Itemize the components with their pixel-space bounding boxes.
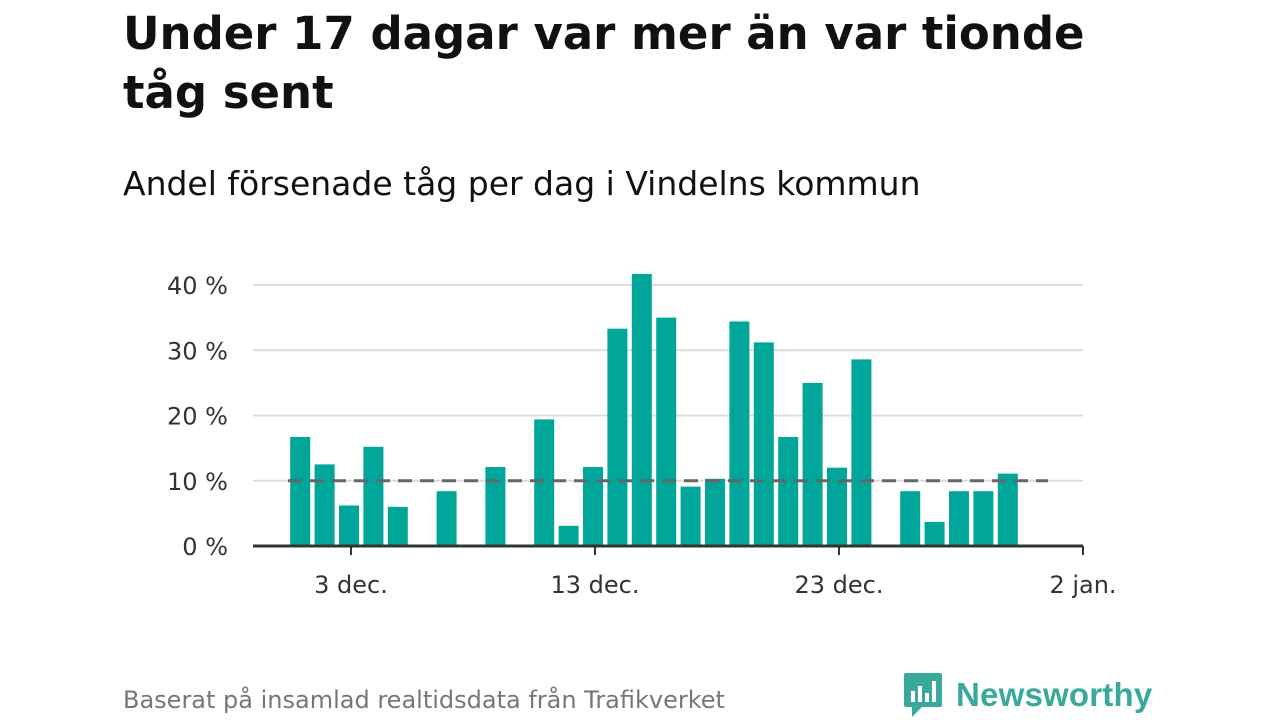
bars [290, 273, 1018, 546]
source-note: Baserat på insamlad realtidsdata från Tr… [123, 686, 725, 714]
bar [534, 419, 555, 546]
bar [339, 505, 359, 546]
x-tick-label: 2 jan. [1049, 571, 1116, 599]
chart-title: Under 17 dagar var mer än var tionde tåg… [123, 7, 1085, 119]
axes [253, 544, 1084, 555]
bar [827, 467, 847, 546]
bar [680, 486, 701, 546]
bar [607, 328, 628, 546]
y-tick-labels: 0 % 10 % 20 % 30 % 40 % [167, 272, 228, 561]
bar [558, 525, 579, 546]
bar [753, 342, 774, 546]
bar [900, 491, 921, 546]
bar [656, 317, 677, 546]
y-tick-label: 30 % [167, 337, 228, 365]
x-tick-label: 13 dec. [551, 571, 640, 599]
chart-subtitle: Andel försenade tåg per dag i Vindelns k… [123, 164, 921, 203]
bar [949, 491, 969, 546]
bar [363, 446, 384, 546]
x-tick-label: 23 dec. [795, 571, 884, 599]
bar-chart: 0 % 10 % 20 % 30 % 40 % 3 dec. 13 dec. 2… [167, 272, 1117, 599]
bar [924, 521, 945, 546]
bar [802, 382, 823, 546]
bar [387, 506, 408, 546]
bar [485, 467, 506, 546]
newsworthy-logo-icon [904, 673, 942, 717]
y-tick-label: 40 % [167, 272, 228, 300]
bar [705, 478, 725, 546]
bar [436, 491, 457, 546]
bar [583, 467, 603, 546]
x-tick-label: 3 dec. [314, 571, 388, 599]
brand-logo: Newsworthy [902, 670, 1152, 720]
bar [851, 359, 872, 546]
bar [997, 473, 1018, 546]
bar [778, 437, 799, 546]
y-tick-label: 0 % [182, 533, 228, 561]
y-tick-label: 10 % [167, 468, 228, 496]
bar [729, 321, 750, 546]
bar [314, 464, 335, 546]
bar [290, 437, 311, 546]
y-tick-label: 20 % [167, 403, 228, 431]
bar [973, 491, 994, 546]
brand-name: Newsworthy [956, 676, 1153, 713]
x-tick-labels: 3 dec. 13 dec. 23 dec. 2 jan. [314, 571, 1116, 599]
bar [631, 273, 652, 546]
